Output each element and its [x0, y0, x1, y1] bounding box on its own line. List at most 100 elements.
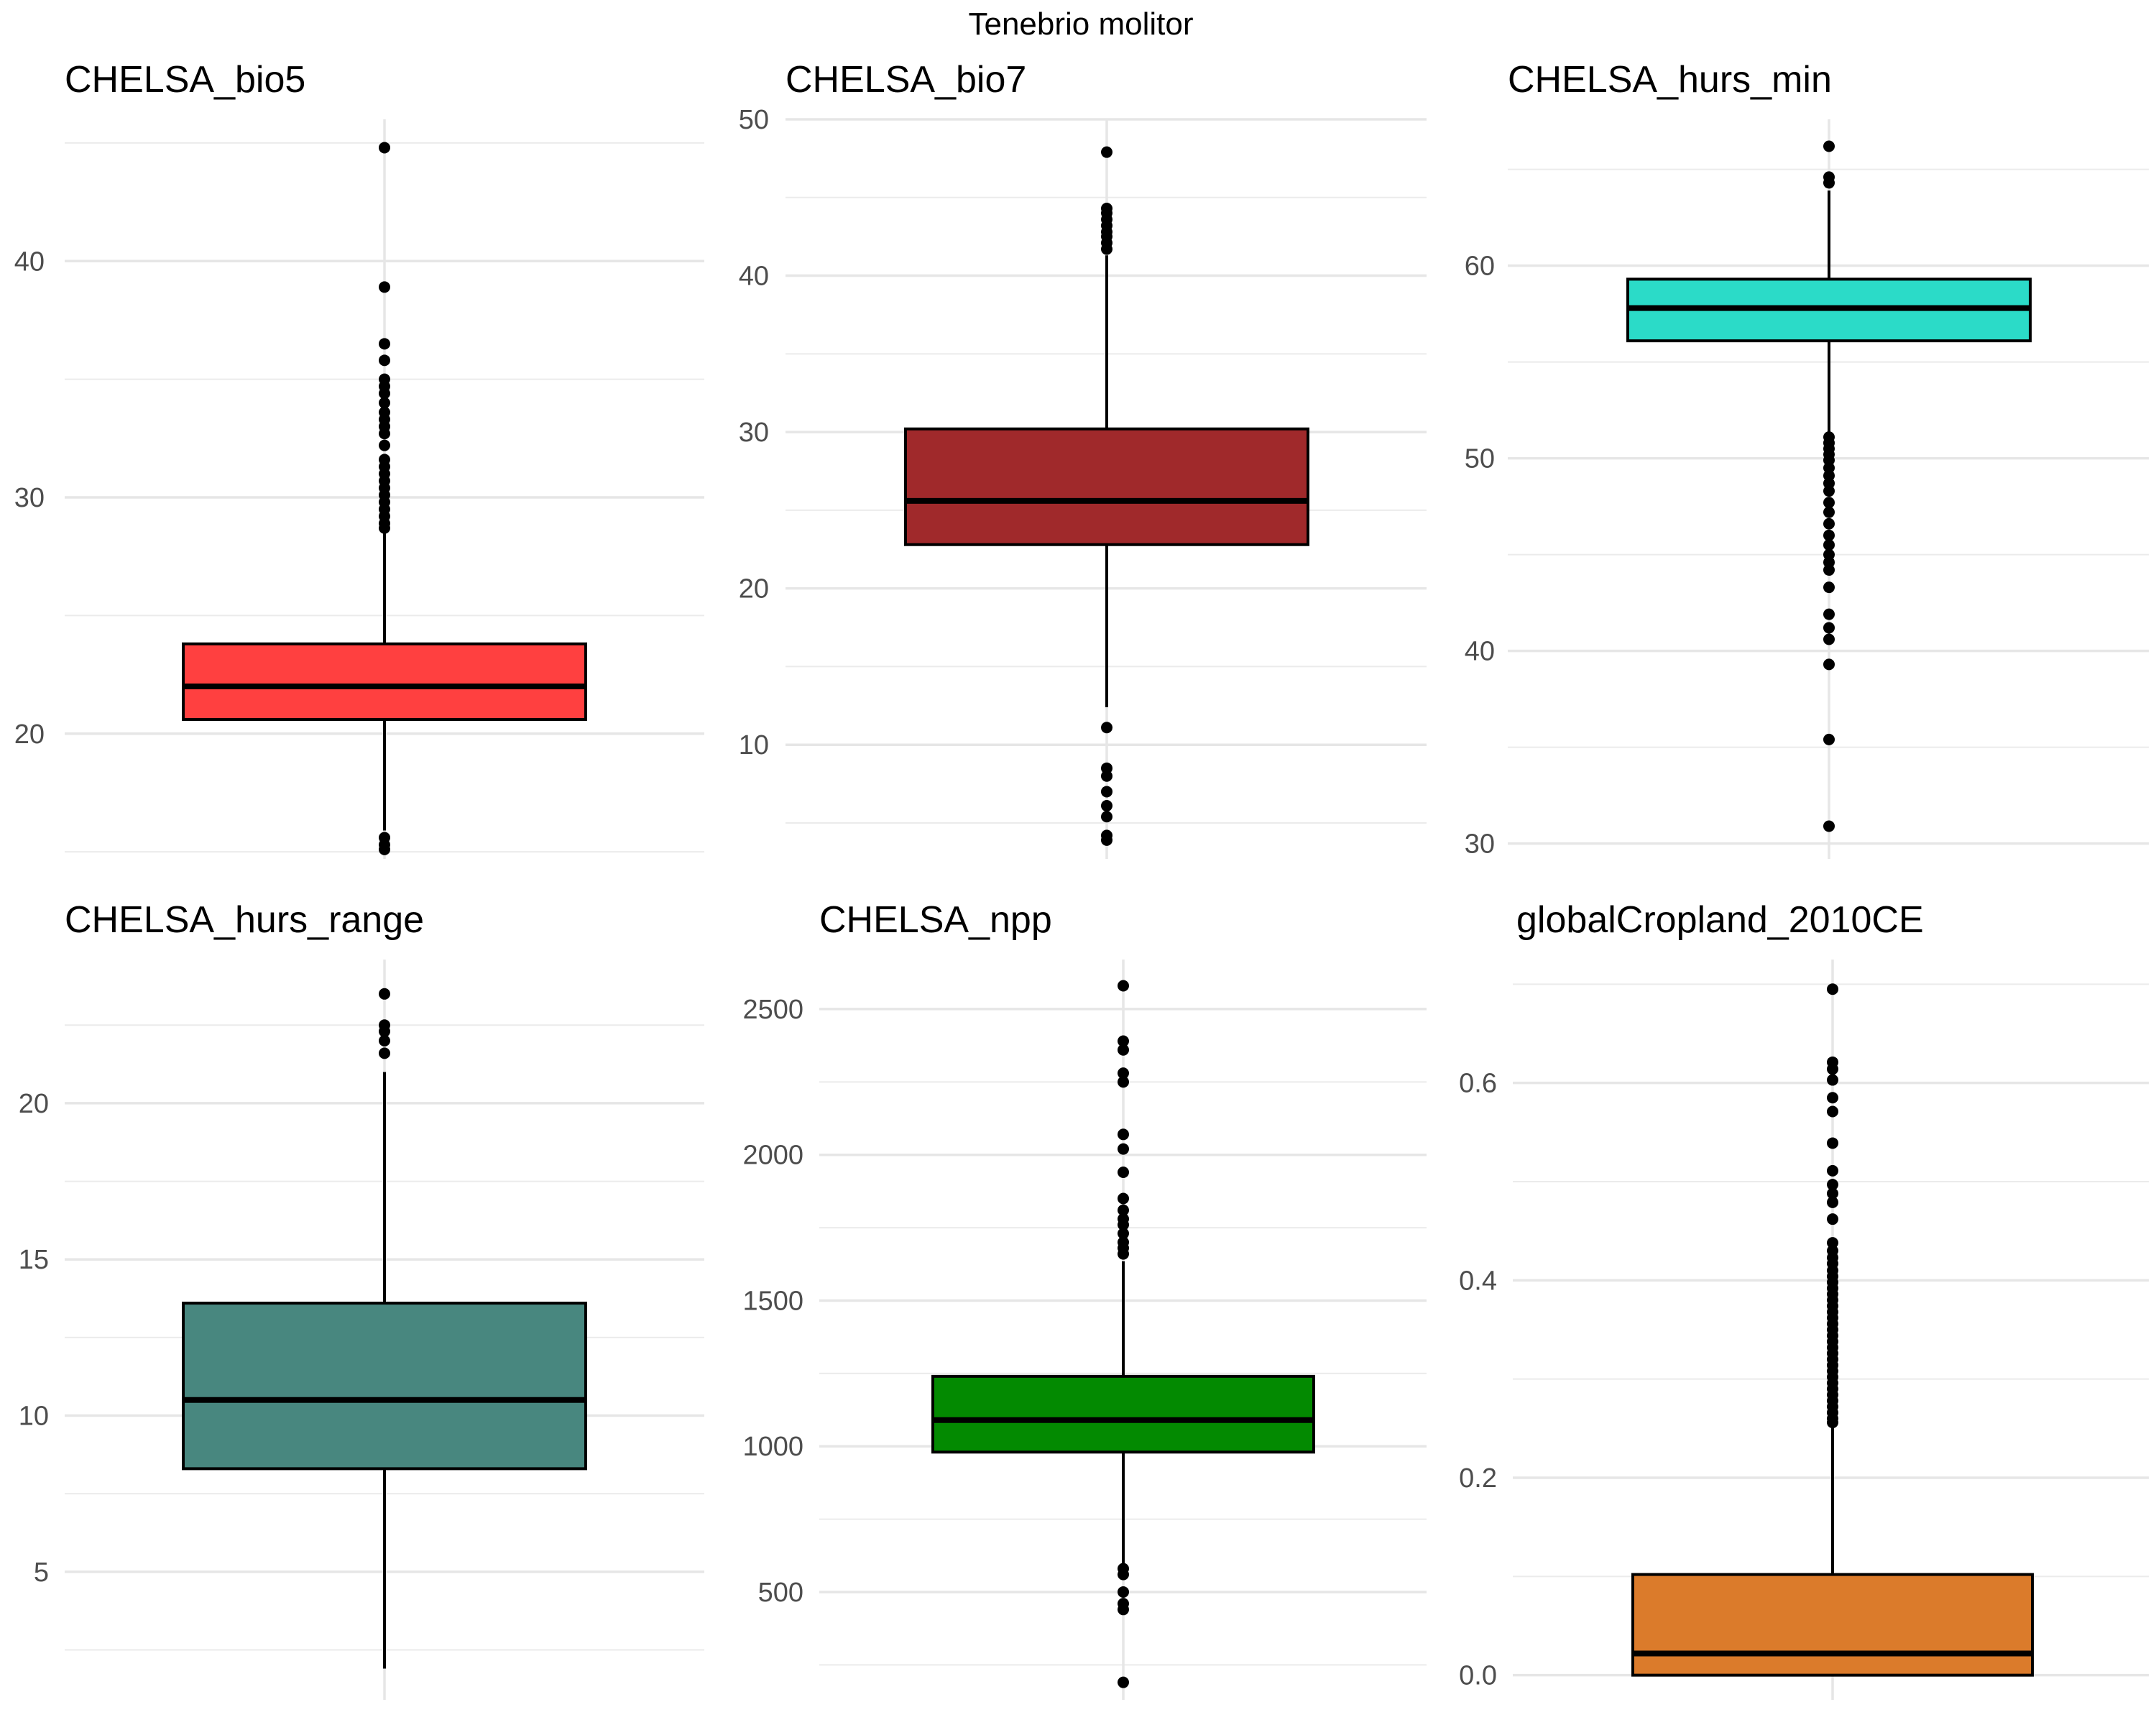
- iqr-box: [931, 1374, 1315, 1454]
- panel-title: CHELSA_npp: [819, 899, 1052, 941]
- outlier-point: [379, 338, 390, 350]
- outlier-point: [1827, 1213, 1838, 1225]
- outlier-point: [1118, 1228, 1129, 1240]
- y-tick-label: 30: [1465, 829, 1495, 860]
- boxplot-panel: 10 20 30 40 50 CHELSA_bio7: [739, 59, 1427, 859]
- y-tick-label: 50: [1465, 444, 1495, 474]
- boxplot-panel: 5 10 15 20 CHELSA_hurs_range: [19, 899, 704, 1700]
- y-tick-label: 20: [739, 574, 769, 604]
- y-tick-label: 1500: [742, 1286, 803, 1316]
- iqr-box: [182, 642, 587, 722]
- outlier-point: [379, 428, 390, 440]
- outlier-point: [1118, 1676, 1129, 1688]
- y-tick-label: 50: [739, 105, 769, 135]
- outlier-point: [1823, 529, 1835, 541]
- figure-title: Tenebrio molitor: [968, 6, 1193, 42]
- y-tick-label: 0.2: [1459, 1463, 1497, 1494]
- outlier-point: [1827, 1092, 1838, 1104]
- y-tick-label: 20: [19, 1089, 49, 1119]
- outlier-point: [1827, 1187, 1838, 1200]
- outlier-point: [1823, 177, 1835, 189]
- boxplot-panel: 30 40 50 60 CHELSA_hurs_min: [1465, 59, 2149, 860]
- outlier-point: [1823, 622, 1835, 634]
- boxplot-panel: 500 1000 1500 2000 2500 CHELSA_npp: [742, 899, 1427, 1700]
- y-tick-label: 0.4: [1459, 1266, 1497, 1296]
- outlier-point: [1118, 1143, 1129, 1155]
- outlier-point: [1823, 581, 1835, 594]
- outlier-point: [1118, 980, 1129, 992]
- outlier-point: [1823, 140, 1835, 152]
- outlier-point: [379, 439, 390, 451]
- outlier-point: [1823, 539, 1835, 551]
- outlier-point: [1118, 1192, 1129, 1205]
- outlier-point: [1118, 1604, 1129, 1616]
- y-tick-label: 2500: [742, 995, 803, 1025]
- outlier-point: [1827, 1417, 1838, 1429]
- panel-title: CHELSA_bio7: [786, 59, 1026, 101]
- outlier-point: [379, 397, 390, 409]
- y-tick-label: 500: [758, 1578, 803, 1608]
- outlier-point: [1823, 564, 1835, 576]
- outlier-point: [379, 1047, 390, 1059]
- y-tick-label: 40: [739, 262, 769, 292]
- outlier-point: [379, 522, 390, 534]
- outlier-point: [1823, 497, 1835, 509]
- iqr-box: [1631, 1573, 2034, 1677]
- outlier-point: [1118, 1044, 1129, 1056]
- outlier-point: [1118, 1035, 1129, 1047]
- y-tick-label: 40: [14, 247, 45, 277]
- outlier-point: [379, 1034, 390, 1046]
- outlier-point: [1827, 1196, 1838, 1208]
- iqr-box: [182, 1302, 587, 1471]
- y-tick-label: 40: [1465, 637, 1495, 667]
- y-tick-label: 1000: [742, 1432, 803, 1462]
- outlier-point: [1118, 1586, 1129, 1598]
- outlier-point: [1823, 518, 1835, 530]
- boxplot-panel: 0.0 0.2 0.4 0.6 globalCropland_2010CE: [1459, 899, 2149, 1700]
- outlier-point: [1827, 1179, 1838, 1191]
- y-tick-label: 0.0: [1459, 1661, 1497, 1691]
- outlier-point: [1101, 770, 1112, 782]
- outlier-point: [1823, 485, 1835, 497]
- outlier-point: [379, 281, 390, 293]
- y-tick-label: 10: [739, 730, 769, 760]
- y-tick-label: 0.6: [1459, 1069, 1497, 1099]
- outlier-point: [1118, 1204, 1129, 1216]
- y-tick-label: 10: [19, 1402, 49, 1432]
- outlier-point: [1118, 1076, 1129, 1088]
- outlier-point: [1827, 1105, 1838, 1118]
- y-tick-label: 15: [19, 1245, 49, 1275]
- outlier-point: [1101, 800, 1112, 812]
- y-tick-label: 2000: [742, 1141, 803, 1171]
- outlier-point: [1827, 983, 1838, 995]
- panel-title: globalCropland_2010CE: [1516, 899, 1924, 941]
- outlier-point: [1101, 243, 1112, 255]
- outlier-point: [1827, 1237, 1838, 1249]
- outlier-point: [379, 142, 390, 154]
- outlier-point: [1118, 1568, 1129, 1581]
- outlier-point: [1118, 1067, 1129, 1080]
- outlier-point: [1118, 1248, 1129, 1260]
- outlier-point: [1823, 506, 1835, 518]
- outlier-point: [1101, 146, 1112, 158]
- outlier-point: [1118, 1219, 1129, 1231]
- y-tick-label: 5: [34, 1558, 49, 1588]
- outlier-point: [379, 1025, 390, 1037]
- outlier-point: [1101, 811, 1112, 823]
- outlier-point: [379, 387, 390, 400]
- outlier-point: [1823, 820, 1835, 832]
- outlier-point: [1827, 1137, 1838, 1149]
- panel-title: CHELSA_hurs_range: [65, 899, 424, 941]
- y-tick-label: 30: [14, 483, 45, 513]
- y-tick-label: 60: [1465, 252, 1495, 282]
- outlier-point: [1827, 1074, 1838, 1086]
- outlier-point: [1101, 722, 1112, 734]
- outlier-point: [1118, 1167, 1129, 1179]
- outlier-point: [1823, 608, 1835, 620]
- outlier-point: [1823, 633, 1835, 645]
- boxplot-panel: 20 30 40 CHELSA_bio5: [14, 59, 704, 859]
- outlier-point: [1823, 733, 1835, 745]
- outlier-point: [1827, 1164, 1838, 1177]
- outlier-point: [1827, 1063, 1838, 1075]
